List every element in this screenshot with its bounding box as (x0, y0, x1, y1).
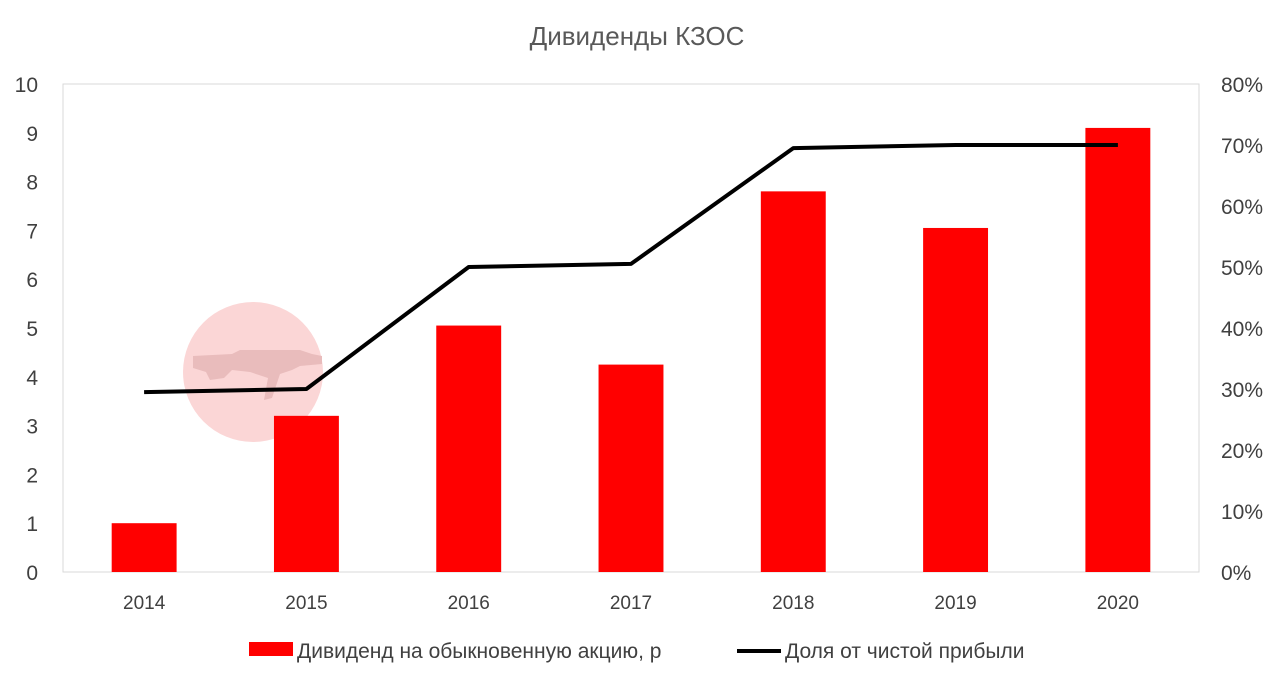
legend: Дивиденд на обыкновенную акцию, р Доля о… (249, 640, 1025, 663)
y-right-tick-label: 50% (1221, 257, 1263, 280)
y-left-tick-label: 3 (26, 416, 38, 439)
bar-dividend-2015 (273, 415, 339, 572)
x-tick-label: 2017 (610, 593, 652, 614)
bar-dividend-2017 (598, 364, 664, 572)
x-tick-label: 2015 (285, 593, 327, 614)
y-left-tick-label: 7 (26, 220, 38, 243)
x-tick-label: 2014 (123, 593, 166, 614)
y-left-tick-label: 4 (26, 367, 38, 390)
bar-dividend-2018 (760, 191, 826, 573)
y-right-tick-label: 80% (1221, 74, 1263, 97)
x-tick-label: 2016 (448, 593, 490, 614)
legend-swatch-dividend (249, 642, 293, 656)
y-left-tick-label: 8 (26, 172, 38, 195)
legend-label-dividend: Дивиденд на обыкновенную акцию, р (297, 640, 661, 663)
y-left-tick-label: 1 (26, 513, 38, 536)
y-right-tick-label: 10% (1221, 501, 1263, 524)
bar-dividend-2016 (436, 325, 502, 572)
y-left-tick-label: 10 (15, 74, 38, 97)
watermark-logo (183, 302, 323, 442)
y-left-tick-label: 5 (26, 318, 38, 341)
rifle-icon (193, 350, 322, 400)
legend-label-share: Доля от чистой прибыли (785, 640, 1025, 663)
y-left-tick-label: 6 (26, 269, 38, 292)
x-tick-label: 2019 (934, 593, 976, 614)
y-right-tick-label: 60% (1221, 196, 1263, 219)
y-left-tick-label: 9 (26, 123, 38, 146)
bar-dividend-2019 (923, 227, 989, 572)
bar-dividend-2020 (1085, 127, 1151, 573)
x-tick-label: 2020 (1097, 593, 1139, 614)
y-right-tick-label: 30% (1221, 379, 1263, 402)
x-tick-label: 2018 (772, 593, 814, 614)
bar-dividend-2014 (111, 523, 177, 572)
y-right-tick-label: 40% (1221, 318, 1263, 341)
y-right-tick-label: 0% (1221, 562, 1251, 585)
y-left-tick-label: 0 (26, 562, 38, 585)
y-left-tick-label: 2 (26, 464, 38, 487)
y-right-tick-label: 20% (1221, 440, 1263, 463)
y-right-tick-label: 70% (1221, 135, 1263, 158)
chart-title: Дивиденды КЗОС (530, 21, 745, 51)
